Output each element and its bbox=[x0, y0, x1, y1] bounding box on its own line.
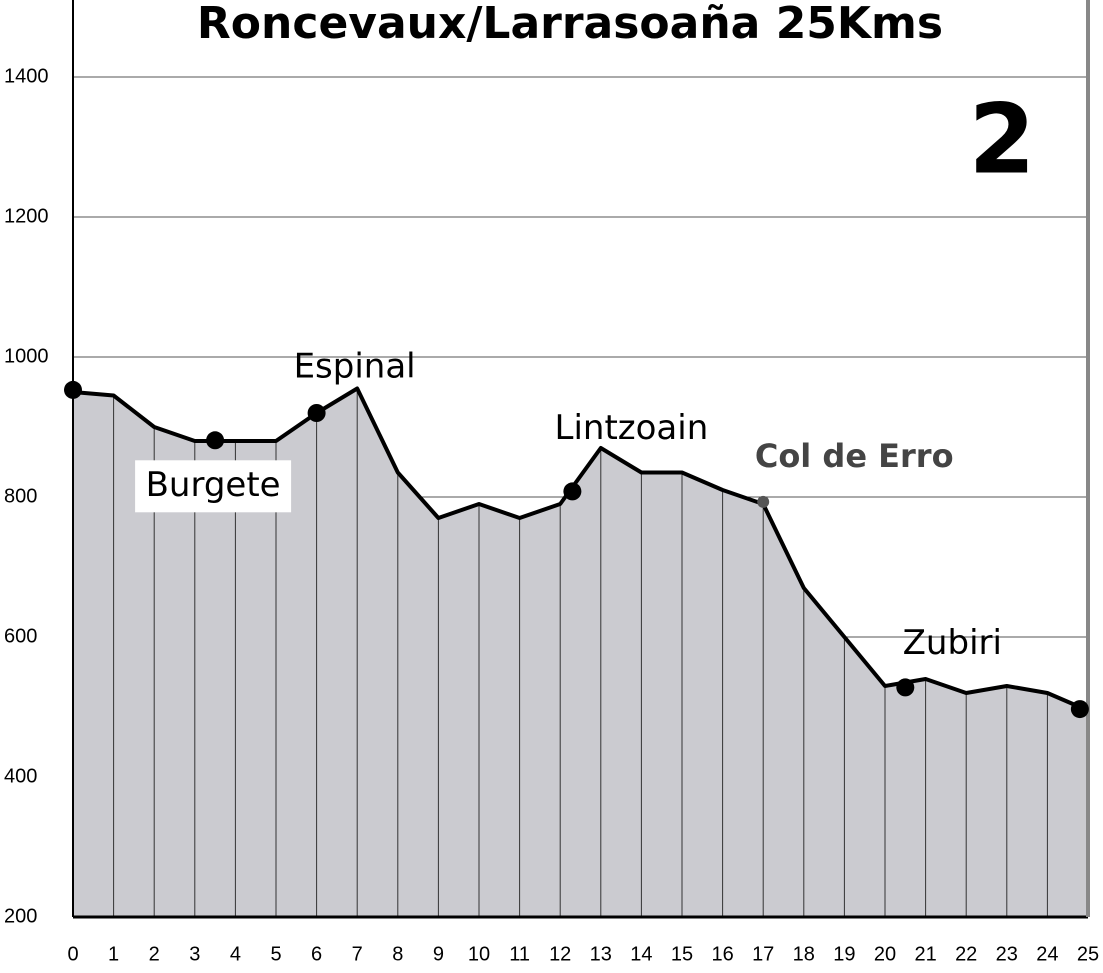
stage-number: 2 bbox=[969, 83, 1036, 195]
x-tick-label: 6 bbox=[311, 943, 322, 965]
waypoint bbox=[1070, 700, 1089, 719]
waypoint bbox=[896, 678, 915, 697]
x-tick-label: 5 bbox=[270, 943, 281, 965]
place-label: Lintzoain bbox=[555, 408, 709, 448]
x-tick-label: 11 bbox=[509, 943, 530, 965]
x-tick-label: 22 bbox=[955, 943, 977, 965]
y-tick-label: 400 bbox=[4, 765, 37, 787]
x-tick-label: 18 bbox=[793, 943, 815, 965]
x-tick-label: 25 bbox=[1077, 943, 1099, 965]
x-tick-label: 2 bbox=[149, 943, 160, 965]
y-tick-label: 200 bbox=[4, 905, 37, 927]
x-tick-label: 16 bbox=[711, 943, 733, 965]
line bbox=[72, 386, 1089, 713]
y-tick-label: 1200 bbox=[4, 205, 49, 227]
waypoint bbox=[206, 431, 225, 450]
y-tick-label: 1400 bbox=[4, 65, 49, 87]
x-tick-label: 23 bbox=[996, 943, 1018, 965]
x-tick-label: 0 bbox=[67, 943, 78, 965]
y-tick-label: 800 bbox=[4, 485, 37, 507]
x-tick-label: 13 bbox=[590, 943, 612, 965]
label-background bbox=[135, 460, 292, 513]
x-tick-label: 1 bbox=[108, 943, 119, 965]
x-tick-label: 4 bbox=[230, 943, 241, 965]
area bbox=[73, 388, 1088, 917]
x-tick-label: 20 bbox=[874, 943, 896, 965]
x-tick-label: 21 bbox=[914, 943, 936, 965]
x-tick-label: 3 bbox=[189, 943, 200, 965]
x-tick-label: 24 bbox=[1036, 943, 1058, 965]
waypoint bbox=[757, 495, 770, 508]
waypoint bbox=[64, 380, 82, 399]
place-label: Col de Erro bbox=[755, 437, 954, 475]
waypoint bbox=[563, 482, 582, 501]
x-tick-label: 12 bbox=[549, 943, 571, 965]
x-tick-label: 7 bbox=[352, 943, 363, 965]
x-tick-label: 19 bbox=[833, 943, 855, 965]
y-tick-label: 600 bbox=[4, 625, 37, 647]
x-tick-label: 10 bbox=[468, 943, 490, 965]
place-label: Zubiri bbox=[903, 623, 1002, 663]
place-label: Espinal bbox=[294, 347, 416, 387]
place-label: Burgete bbox=[146, 465, 281, 505]
x-tick-label: 17 bbox=[752, 943, 774, 965]
x-tick-label: 8 bbox=[392, 943, 403, 965]
chart-title: Roncevaux/Larrasoaña 25Kms bbox=[197, 0, 943, 49]
y-tick-label: 1000 bbox=[4, 345, 49, 367]
x-tick-label: 9 bbox=[433, 943, 444, 965]
x-tick-label: 14 bbox=[630, 943, 652, 965]
x-tick-label: 15 bbox=[671, 943, 693, 965]
waypoint bbox=[307, 404, 326, 422]
